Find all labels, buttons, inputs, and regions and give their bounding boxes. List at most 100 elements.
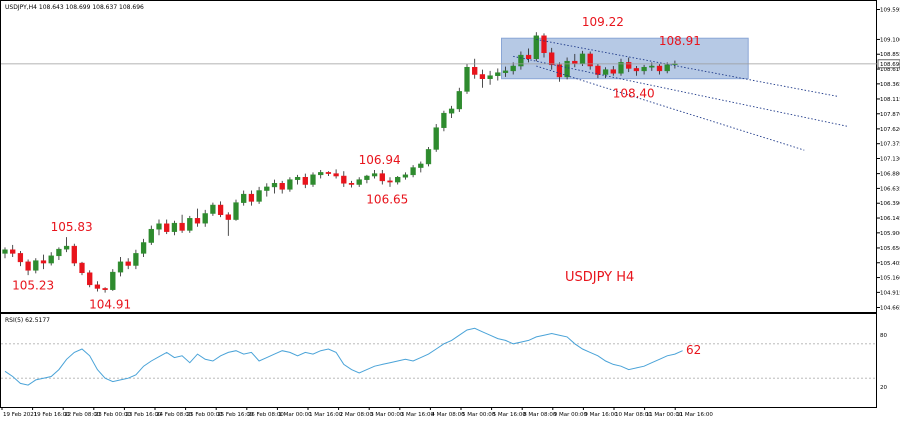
candle-body (156, 223, 162, 230)
price-annotation: 106.65 (366, 193, 408, 207)
price-tick-label: 107.870 (880, 112, 900, 118)
candle-body (125, 261, 131, 266)
candles (2, 32, 678, 293)
price-tick-label: 109.595 (880, 8, 900, 14)
candle-body (40, 260, 47, 264)
candle-body (387, 180, 393, 183)
candle-body (464, 66, 470, 92)
candle-body (525, 54, 532, 60)
candle-body (264, 186, 270, 191)
candle-body (71, 245, 77, 264)
chart-watermark-title: USDJPY H4 (565, 270, 634, 285)
price-tick-label: 107.620 (880, 127, 900, 133)
candle-body (318, 172, 324, 176)
candle-body (56, 248, 62, 257)
price-tick-label: 106.145 (880, 216, 900, 222)
candle-body (341, 175, 347, 184)
time-tick-label: 5 Mar 00:00 (462, 412, 496, 418)
time-tick-label: 19 Feb 16:00 (34, 412, 71, 418)
time-tick-label: 22 Feb 08:00 (64, 412, 101, 418)
candle-body (241, 193, 247, 203)
symbol-header: USDJPY,H4 108.643 108.699 108.637 108.69… (5, 4, 144, 11)
candle-body (587, 53, 593, 67)
time-tick-label: 25 Feb 00:00 (187, 412, 224, 418)
time-tick-label: 24 Feb 08:00 (156, 412, 193, 418)
price-tick-label: 107.130 (880, 157, 900, 163)
trend-line (536, 65, 805, 151)
rsi-tick-label: 80 (880, 333, 887, 339)
candle-body (472, 66, 478, 75)
current-price-line: 108.696 (1, 59, 900, 69)
time-tick-label: 1 Mar 16:00 (309, 412, 343, 418)
candle-body (564, 60, 570, 78)
price-tick-label: 108.365 (880, 82, 900, 88)
price-tick-label: 109.100 (880, 37, 900, 43)
candle-body (371, 173, 378, 177)
time-tick-label: 9 Mar 16:00 (584, 412, 618, 418)
price-tick-label: 108.115 (880, 97, 900, 103)
candle-body (210, 204, 216, 214)
candle-body (641, 66, 647, 72)
time-tick-label: 23 Feb 16:00 (125, 412, 162, 418)
candle-body (87, 272, 93, 286)
price-tick-label: 104.665 (880, 305, 900, 311)
candle-body (271, 183, 278, 188)
time-tick-label: 26 Feb 08:00 (248, 412, 285, 418)
candle-body (425, 149, 432, 165)
time-tick-label: 3 Mar 00:00 (370, 412, 404, 418)
candle-body (510, 65, 516, 72)
candle-body (664, 64, 670, 72)
candle-body (656, 65, 663, 72)
price-tick-label: 105.405 (880, 261, 900, 267)
time-tick-label: 19 Feb 2021 (3, 412, 37, 418)
candle-body (217, 204, 224, 215)
candle-body (179, 222, 185, 231)
candle-body (549, 52, 555, 66)
candle-body (595, 65, 601, 75)
trend-line (536, 38, 838, 97)
rsi-line (4, 327, 683, 386)
price-tick-label: 105.160 (880, 276, 900, 282)
candle-body (133, 253, 139, 266)
candle-body (164, 223, 170, 232)
price-annotation: 108.91 (659, 34, 701, 48)
price-tick-label: 106.880 (880, 172, 900, 178)
candle-body (33, 260, 39, 271)
candle-body (63, 245, 70, 250)
time-tick-label: 1 Mar 00:00 (278, 412, 312, 418)
rsi-indicator: 80 20 (1, 327, 887, 391)
candle-body (633, 68, 640, 72)
candle-body (649, 65, 655, 68)
candle-body (279, 183, 285, 190)
candle-body (410, 167, 416, 176)
candle-body (602, 69, 609, 75)
time-tick-label: 11 Mar 00:00 (646, 412, 683, 418)
time-tick-label: 11 Mar 16:00 (676, 412, 713, 418)
price-tick-label: 106.390 (880, 201, 900, 207)
candle-body (110, 271, 116, 290)
candle-body (225, 214, 231, 220)
time-tick-label: 2 Mar 08:00 (340, 412, 374, 418)
time-tick-label: 25 Feb 16:00 (217, 412, 254, 418)
current-price-box (877, 59, 900, 69)
candle-body (140, 242, 147, 254)
candle-body (117, 261, 124, 273)
candle-body (364, 175, 370, 180)
price-annotations: 105.23 105.83 104.91 106.94 106.65 109.22 108.… (12, 15, 701, 312)
candle-body (579, 53, 586, 64)
candle-body (448, 108, 455, 114)
price-tick-label: 108.855 (880, 52, 900, 58)
price-tick-label: 104.915 (880, 290, 900, 296)
candle-body (287, 179, 293, 190)
candle-body (479, 74, 486, 79)
time-tick-label: 3 Mar 16:00 (401, 412, 435, 418)
price-tick-label: 105.900 (880, 231, 900, 237)
time-tick-label: 10 Mar 08:00 (615, 412, 652, 418)
price-annotation: 109.22 (582, 15, 624, 29)
candle-body (17, 253, 24, 263)
candle-body (518, 54, 524, 67)
candle-body (294, 176, 301, 180)
price-annotation: 104.91 (89, 298, 131, 312)
